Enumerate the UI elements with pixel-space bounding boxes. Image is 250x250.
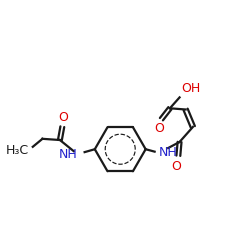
Text: NH: NH: [58, 148, 77, 160]
Text: O: O: [154, 122, 164, 135]
Text: O: O: [58, 111, 68, 124]
Text: NH: NH: [159, 146, 178, 159]
Text: OH: OH: [181, 82, 200, 96]
Text: H₃C: H₃C: [5, 144, 28, 157]
Text: O: O: [172, 160, 181, 173]
